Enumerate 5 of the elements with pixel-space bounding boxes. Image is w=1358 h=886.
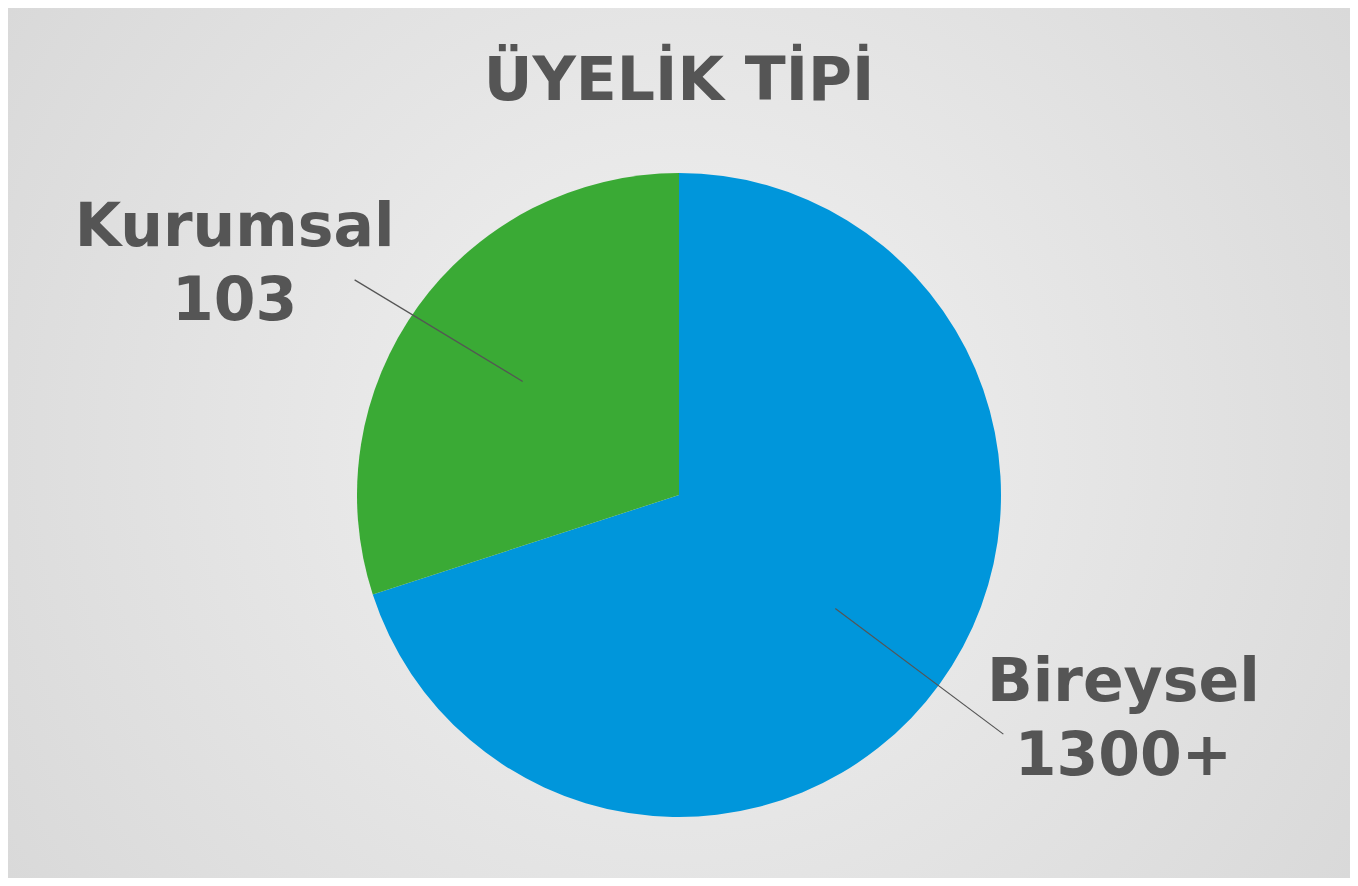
slice-label: Bireysel [987,644,1260,715]
text: 103 [172,264,298,335]
slice-label: Kurumsal [74,190,395,261]
text: 1300+ [1014,718,1232,789]
chart-title: ÜYELİK TİPİ [483,42,875,114]
